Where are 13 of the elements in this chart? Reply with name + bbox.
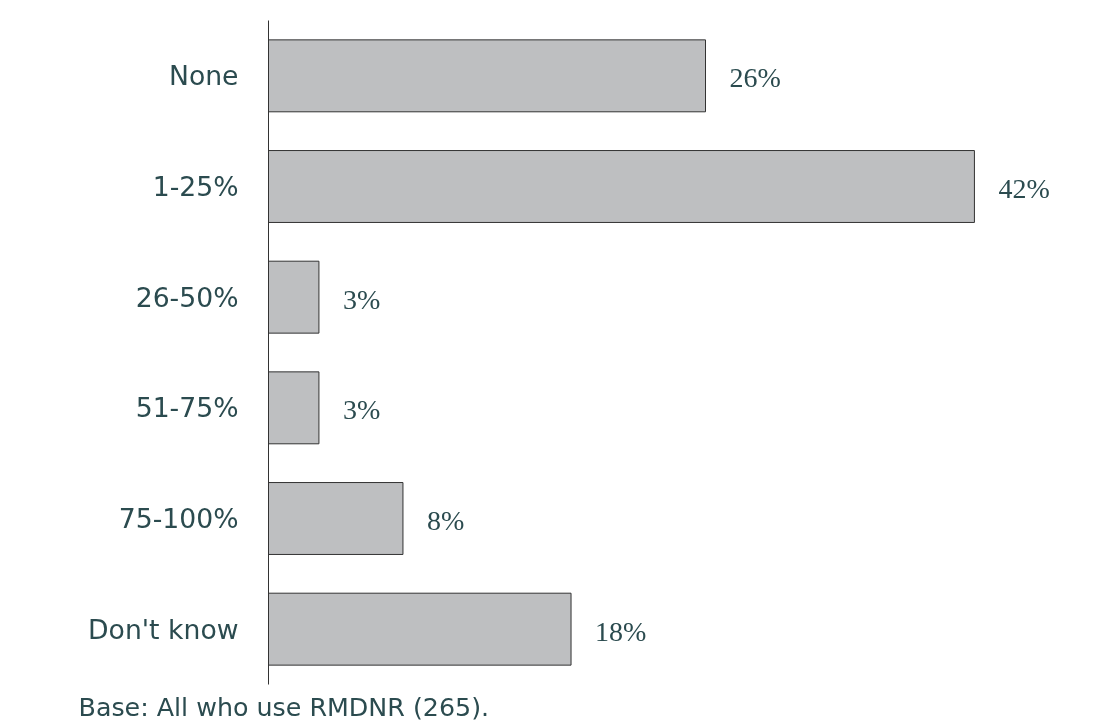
y-tick-label: None bbox=[168, 60, 239, 92]
y-tick-label: Don't know bbox=[88, 613, 239, 645]
y-tick-label: 75-100% bbox=[118, 503, 239, 534]
data-label: 26% bbox=[729, 62, 781, 94]
y-tick-label: 51-75% bbox=[135, 392, 239, 424]
y-tick-label: 26-50% bbox=[135, 281, 239, 313]
data-label: 3% bbox=[342, 394, 381, 426]
text: Base: All who use RMDNR (265). bbox=[78, 691, 490, 722]
y-tick-label: 1-25% bbox=[152, 171, 239, 202]
data-label: 8% bbox=[426, 505, 465, 536]
data-label: 42% bbox=[998, 173, 1050, 204]
data-label: 18% bbox=[595, 615, 647, 647]
data-label: 3% bbox=[342, 283, 381, 315]
